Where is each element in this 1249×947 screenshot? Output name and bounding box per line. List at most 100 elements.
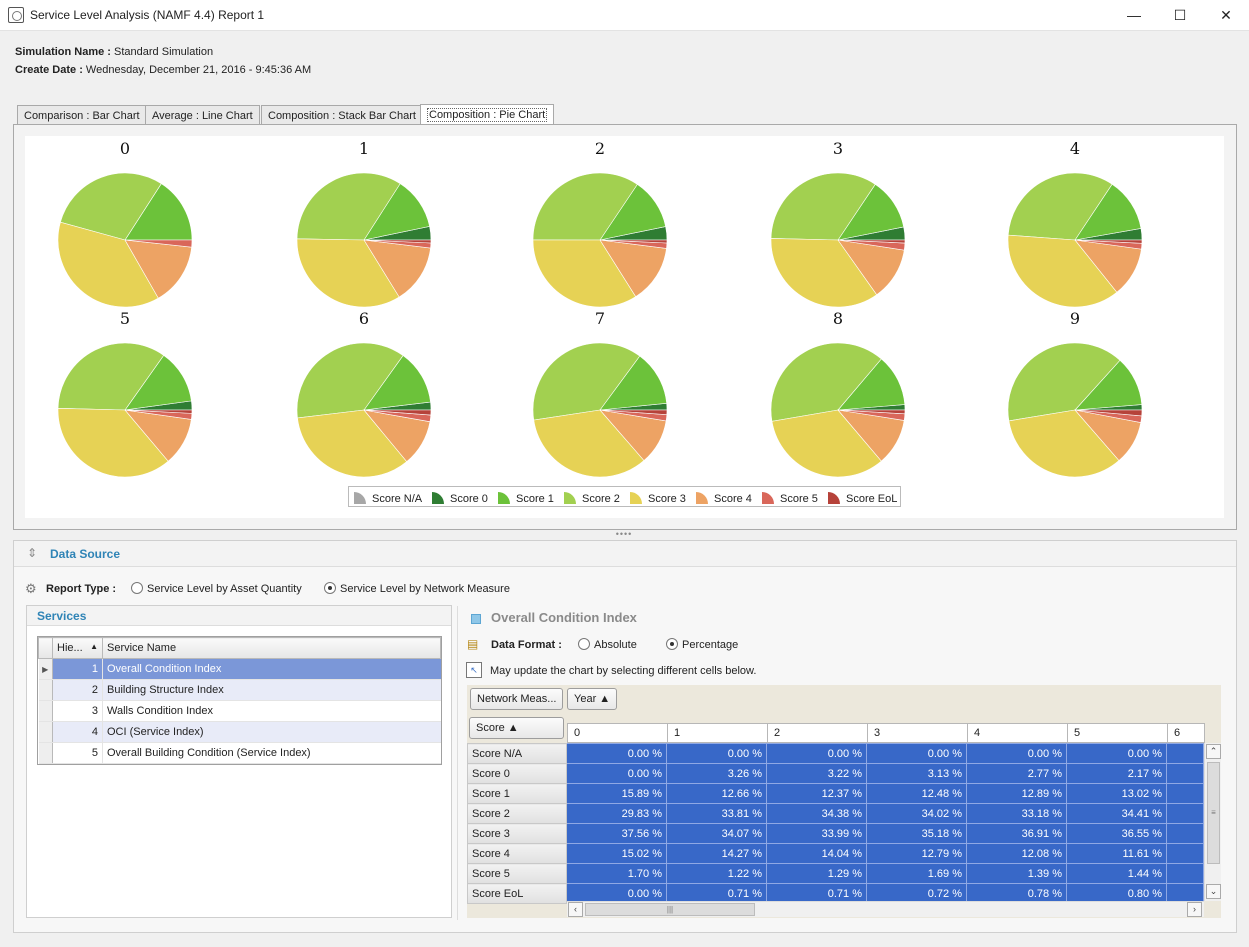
radio-icon[interactable] — [131, 582, 143, 594]
pie-slice[interactable] — [57, 221, 159, 308]
row-id[interactable]: 3 — [52, 700, 103, 722]
pie-slice[interactable] — [296, 342, 404, 419]
scroll-right-icon[interactable]: › — [1187, 902, 1202, 917]
pivot-cell[interactable]: 15.02 % — [566, 843, 667, 864]
maximize-button[interactable]: ☐ — [1173, 7, 1187, 23]
row-service-name[interactable]: Walls Condition Index — [102, 700, 441, 722]
table-row[interactable]: Score 5 1.70 % 1.22 % 1.29 % 1.69 % 1.39 % 1.4… — [467, 863, 1204, 884]
tab-pie-chart[interactable]: Composition : Pie Chart — [420, 104, 555, 126]
pivot-cell[interactable]: 0.00 % — [766, 743, 867, 764]
table-row[interactable]: Score 1 15.89 % 12.66 % 12.37 % 12.48 % 12.89… — [467, 783, 1204, 804]
vertical-splitter[interactable] — [457, 606, 461, 920]
row-header-score[interactable]: Score 4 — [467, 843, 567, 864]
pivot-cell[interactable]: 0.00 % — [866, 743, 967, 764]
pivot-cell[interactable]: 13.02 % — [1066, 783, 1167, 804]
pivot-cell[interactable]: 1.29 % — [766, 863, 867, 884]
pie-slice[interactable] — [770, 342, 882, 422]
pie-slice[interactable] — [599, 239, 667, 298]
pivot-cell[interactable]: 0.00 % — [666, 743, 767, 764]
pie-slice[interactable] — [837, 239, 906, 244]
vertical-scrollbar[interactable]: ⌃ ≡ ⌄ — [1204, 743, 1221, 901]
pie-slice[interactable] — [124, 354, 192, 411]
row-service-name[interactable]: Building Structure Index — [102, 679, 441, 701]
pivot-cell[interactable]: 36.91 % — [966, 823, 1067, 844]
radio-percentage[interactable]: Percentage — [666, 638, 738, 651]
pivot-cell[interactable] — [1166, 883, 1204, 904]
pivot-cell[interactable]: 0.78 % — [966, 883, 1067, 904]
pie-slice[interactable] — [124, 239, 192, 299]
table-row[interactable]: ▶ 1 Overall Condition Index — [38, 658, 441, 680]
pie-slice[interactable] — [297, 409, 408, 478]
column-header-year[interactable]: 3 — [867, 723, 968, 743]
table-row[interactable]: Score 0 0.00 % 3.26 % 3.22 % 3.13 % 2.77 % 2.1… — [467, 763, 1204, 784]
pivot-cell[interactable] — [1166, 743, 1204, 764]
pie-slice[interactable] — [296, 172, 401, 241]
table-row[interactable]: 2 Building Structure Index — [38, 679, 441, 701]
pie-slice[interactable] — [599, 409, 668, 415]
row-service-name[interactable]: Overall Building Condition (Service Inde… — [102, 742, 441, 764]
row-header-score[interactable]: Score 0 — [467, 763, 567, 784]
pivot-cell[interactable]: 33.18 % — [966, 803, 1067, 824]
pivot-cell[interactable]: 15.89 % — [566, 783, 667, 804]
row-header-score[interactable]: Score 1 — [467, 783, 567, 804]
column-header-year[interactable]: 2 — [767, 723, 868, 743]
pie-slice[interactable] — [599, 239, 668, 244]
pie-slice[interactable] — [771, 409, 882, 478]
row-id[interactable]: 5 — [52, 742, 103, 764]
row-id[interactable]: 4 — [52, 721, 103, 743]
pivot-cell[interactable]: 33.81 % — [666, 803, 767, 824]
pivot-cell[interactable]: 3.22 % — [766, 763, 867, 784]
pivot-cell[interactable]: 1.70 % — [566, 863, 667, 884]
tab-bar-chart[interactable]: Comparison : Bar Chart — [17, 105, 147, 125]
pie-slice[interactable] — [60, 172, 162, 241]
pivot-cell[interactable]: 12.66 % — [666, 783, 767, 804]
pivot-cell[interactable]: 2.17 % — [1066, 763, 1167, 784]
radio-selected-icon[interactable] — [324, 582, 336, 594]
pivot-cell[interactable]: 0.00 % — [566, 743, 667, 764]
pie-slice[interactable] — [532, 239, 637, 308]
pie-slice[interactable] — [57, 342, 165, 411]
pie-slice[interactable] — [124, 183, 193, 241]
table-row[interactable]: Score 4 15.02 % 14.27 % 14.04 % 12.79 % 12.08… — [467, 843, 1204, 864]
pivot-cell[interactable] — [1166, 803, 1204, 824]
pivot-cell[interactable]: 37.56 % — [566, 823, 667, 844]
scroll-left-icon[interactable]: ‹ — [568, 902, 583, 917]
network-measure-field-button[interactable]: Network Meas... — [470, 688, 564, 710]
pivot-cell[interactable]: 3.13 % — [866, 763, 967, 784]
pie-slice[interactable] — [1074, 409, 1143, 417]
scroll-down-icon[interactable]: ⌄ — [1206, 884, 1221, 899]
radio-selected-icon[interactable] — [666, 638, 678, 650]
scroll-thumb[interactable]: ≡ — [1207, 762, 1220, 864]
table-row[interactable]: Score N/A 0.00 % 0.00 % 0.00 % 0.00 % 0.00 % 0… — [467, 743, 1204, 764]
pivot-cell[interactable]: 1.69 % — [866, 863, 967, 884]
row-header-score[interactable]: Score 3 — [467, 823, 567, 844]
pivot-cell[interactable]: 1.39 % — [966, 863, 1067, 884]
pivot-cell[interactable]: 0.72 % — [866, 883, 967, 904]
radio-icon[interactable] — [578, 638, 590, 650]
pivot-cell[interactable]: 12.08 % — [966, 843, 1067, 864]
close-button[interactable]: ✕ — [1220, 7, 1232, 23]
pie-slice[interactable] — [599, 355, 667, 411]
table-row[interactable]: 3 Walls Condition Index — [38, 700, 441, 722]
pie-slice[interactable] — [837, 409, 906, 415]
table-row[interactable]: Score EoL 0.00 % 0.71 % 0.71 % 0.72 % 0.78 % 0… — [467, 883, 1204, 904]
pie-slice[interactable] — [124, 239, 193, 248]
column-header-year[interactable]: 6 — [1167, 723, 1205, 743]
scroll-thumb[interactable]: ||| — [585, 903, 755, 916]
pie-slice[interactable] — [770, 238, 878, 308]
pivot-cell[interactable]: 34.02 % — [866, 803, 967, 824]
tab-line-chart[interactable]: Average : Line Chart — [145, 105, 260, 125]
radio-network-measure[interactable]: Service Level by Network Measure — [324, 582, 510, 595]
column-header-service-name[interactable]: Service Name — [102, 637, 441, 659]
pivot-cell[interactable]: 29.83 % — [566, 803, 667, 824]
pie-slice[interactable] — [1008, 409, 1120, 478]
row-service-name[interactable]: Overall Condition Index — [102, 658, 441, 680]
pivot-cell[interactable] — [1166, 763, 1204, 784]
pie-slice[interactable] — [363, 239, 431, 298]
pie-slice[interactable] — [532, 172, 638, 241]
tab-stack-bar-chart[interactable]: Composition : Stack Bar Chart — [261, 105, 423, 125]
scroll-up-icon[interactable]: ⌃ — [1206, 744, 1221, 759]
pie-slice[interactable] — [363, 355, 431, 411]
column-header-year[interactable]: 5 — [1067, 723, 1168, 743]
pivot-cell[interactable] — [1166, 823, 1204, 844]
